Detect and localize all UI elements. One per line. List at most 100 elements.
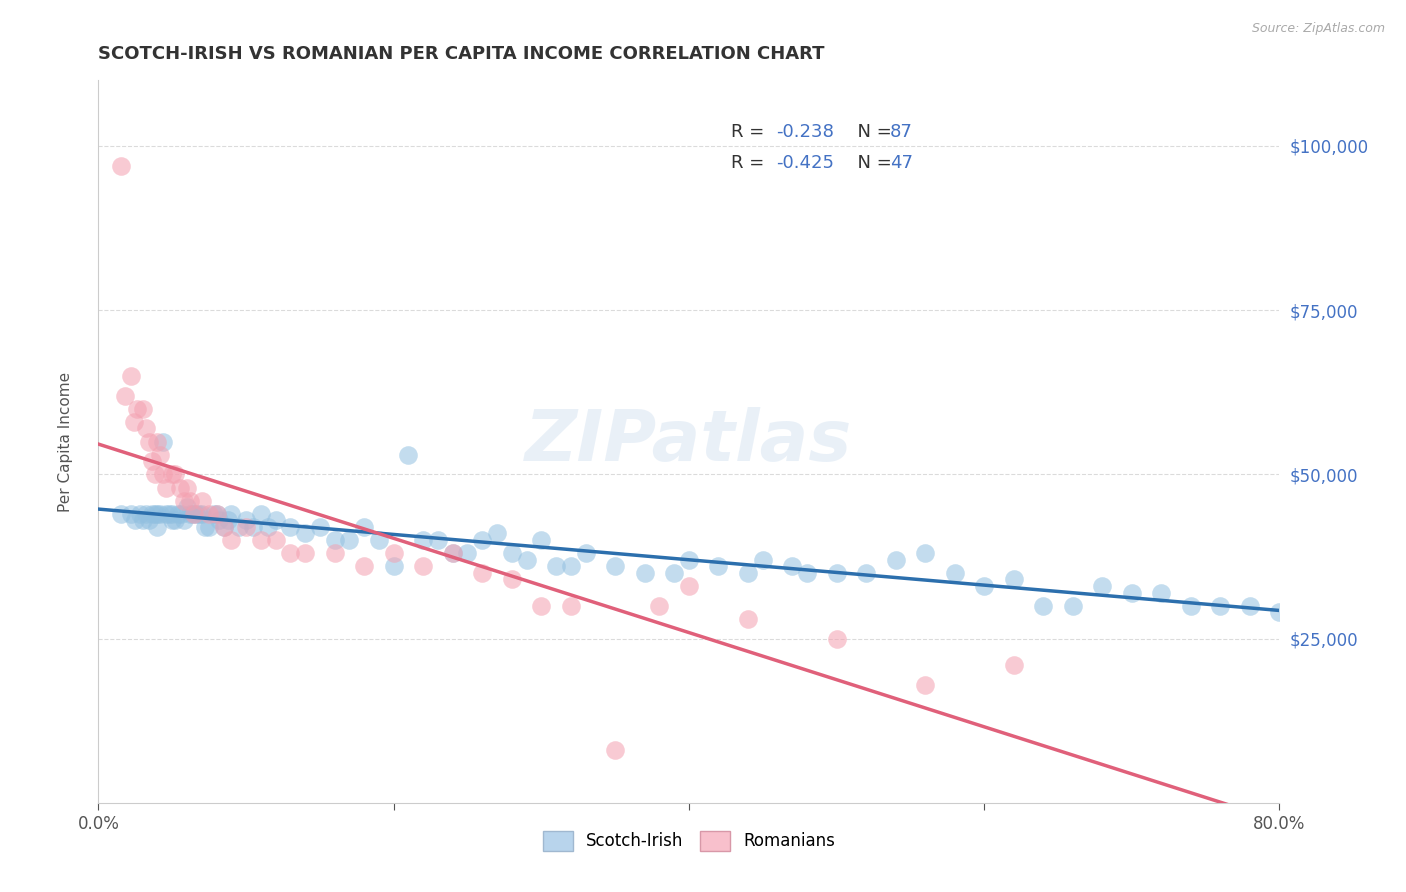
- Point: [1239, 599, 1261, 613]
- Point: [187, 507, 209, 521]
- Point: [176, 500, 198, 515]
- Point: [257, 520, 280, 534]
- Point: [264, 513, 287, 527]
- Point: [122, 415, 145, 429]
- Point: [146, 507, 169, 521]
- Point: [471, 566, 494, 580]
- Text: R =: R =: [731, 123, 770, 141]
- Point: [128, 507, 150, 521]
- Point: [678, 579, 700, 593]
- Point: [501, 546, 523, 560]
- Point: [884, 553, 907, 567]
- Point: [471, 533, 494, 547]
- Point: [235, 520, 257, 534]
- Point: [132, 401, 155, 416]
- Point: [149, 507, 172, 521]
- Point: [412, 533, 434, 547]
- Point: [1180, 599, 1202, 613]
- Point: [170, 507, 193, 521]
- Point: [179, 507, 201, 521]
- Point: [212, 520, 235, 534]
- Point: [138, 513, 160, 527]
- Point: [132, 513, 155, 527]
- Point: [530, 599, 553, 613]
- Point: [560, 599, 582, 613]
- Point: [382, 546, 405, 560]
- Point: [165, 467, 187, 482]
- Point: [737, 566, 759, 580]
- Point: [309, 520, 332, 534]
- Point: [125, 401, 148, 416]
- Point: [648, 599, 671, 613]
- Text: -0.425: -0.425: [776, 154, 834, 172]
- Point: [155, 507, 177, 521]
- Point: [120, 368, 142, 383]
- Point: [1209, 599, 1232, 613]
- Point: [973, 579, 995, 593]
- Point: [353, 520, 375, 534]
- Point: [124, 513, 146, 527]
- Point: [110, 159, 132, 173]
- Point: [173, 493, 195, 508]
- Point: [752, 553, 775, 567]
- Point: [605, 743, 627, 757]
- Point: [212, 520, 235, 534]
- Point: [198, 507, 221, 521]
- Point: [169, 481, 191, 495]
- Point: [737, 612, 759, 626]
- Point: [441, 546, 464, 560]
- Point: [181, 507, 204, 521]
- Point: [208, 513, 231, 527]
- Point: [339, 533, 361, 547]
- Text: 87: 87: [890, 123, 912, 141]
- Point: [143, 467, 166, 482]
- Point: [914, 677, 936, 691]
- Point: [353, 559, 375, 574]
- Point: [162, 513, 183, 527]
- Point: [1121, 585, 1143, 599]
- Point: [155, 481, 177, 495]
- Point: [796, 566, 818, 580]
- Legend: Scotch-Irish, Romanians: Scotch-Irish, Romanians: [534, 822, 844, 860]
- Point: [217, 513, 239, 527]
- Point: [221, 533, 243, 547]
- Point: [183, 507, 205, 521]
- Text: SCOTCH-IRISH VS ROMANIAN PER CAPITA INCOME CORRELATION CHART: SCOTCH-IRISH VS ROMANIAN PER CAPITA INCO…: [98, 45, 825, 63]
- Point: [157, 507, 180, 521]
- Point: [280, 520, 302, 534]
- Point: [141, 454, 163, 468]
- Point: [707, 559, 730, 574]
- Point: [1268, 605, 1291, 619]
- Point: [165, 513, 187, 527]
- Point: [141, 507, 163, 521]
- Point: [198, 520, 221, 534]
- Point: [221, 507, 243, 521]
- Point: [412, 559, 434, 574]
- Point: [1062, 599, 1084, 613]
- Point: [825, 566, 848, 580]
- Point: [184, 507, 207, 521]
- Point: [149, 448, 172, 462]
- Point: [135, 507, 157, 521]
- Point: [138, 434, 160, 449]
- Point: [280, 546, 302, 560]
- Point: [943, 566, 966, 580]
- Text: N =: N =: [846, 154, 898, 172]
- Point: [516, 553, 538, 567]
- Point: [782, 559, 804, 574]
- Point: [441, 546, 464, 560]
- Point: [205, 507, 228, 521]
- Point: [191, 507, 214, 521]
- Point: [1091, 579, 1114, 593]
- Point: [1150, 585, 1173, 599]
- Point: [152, 434, 174, 449]
- Y-axis label: Per Capita Income: Per Capita Income: [58, 371, 73, 512]
- Text: ZIPatlas: ZIPatlas: [526, 407, 852, 476]
- Point: [664, 566, 686, 580]
- Point: [114, 388, 136, 402]
- Point: [194, 520, 217, 534]
- Point: [914, 546, 936, 560]
- Text: N =: N =: [846, 123, 898, 141]
- Point: [530, 533, 553, 547]
- Point: [120, 507, 142, 521]
